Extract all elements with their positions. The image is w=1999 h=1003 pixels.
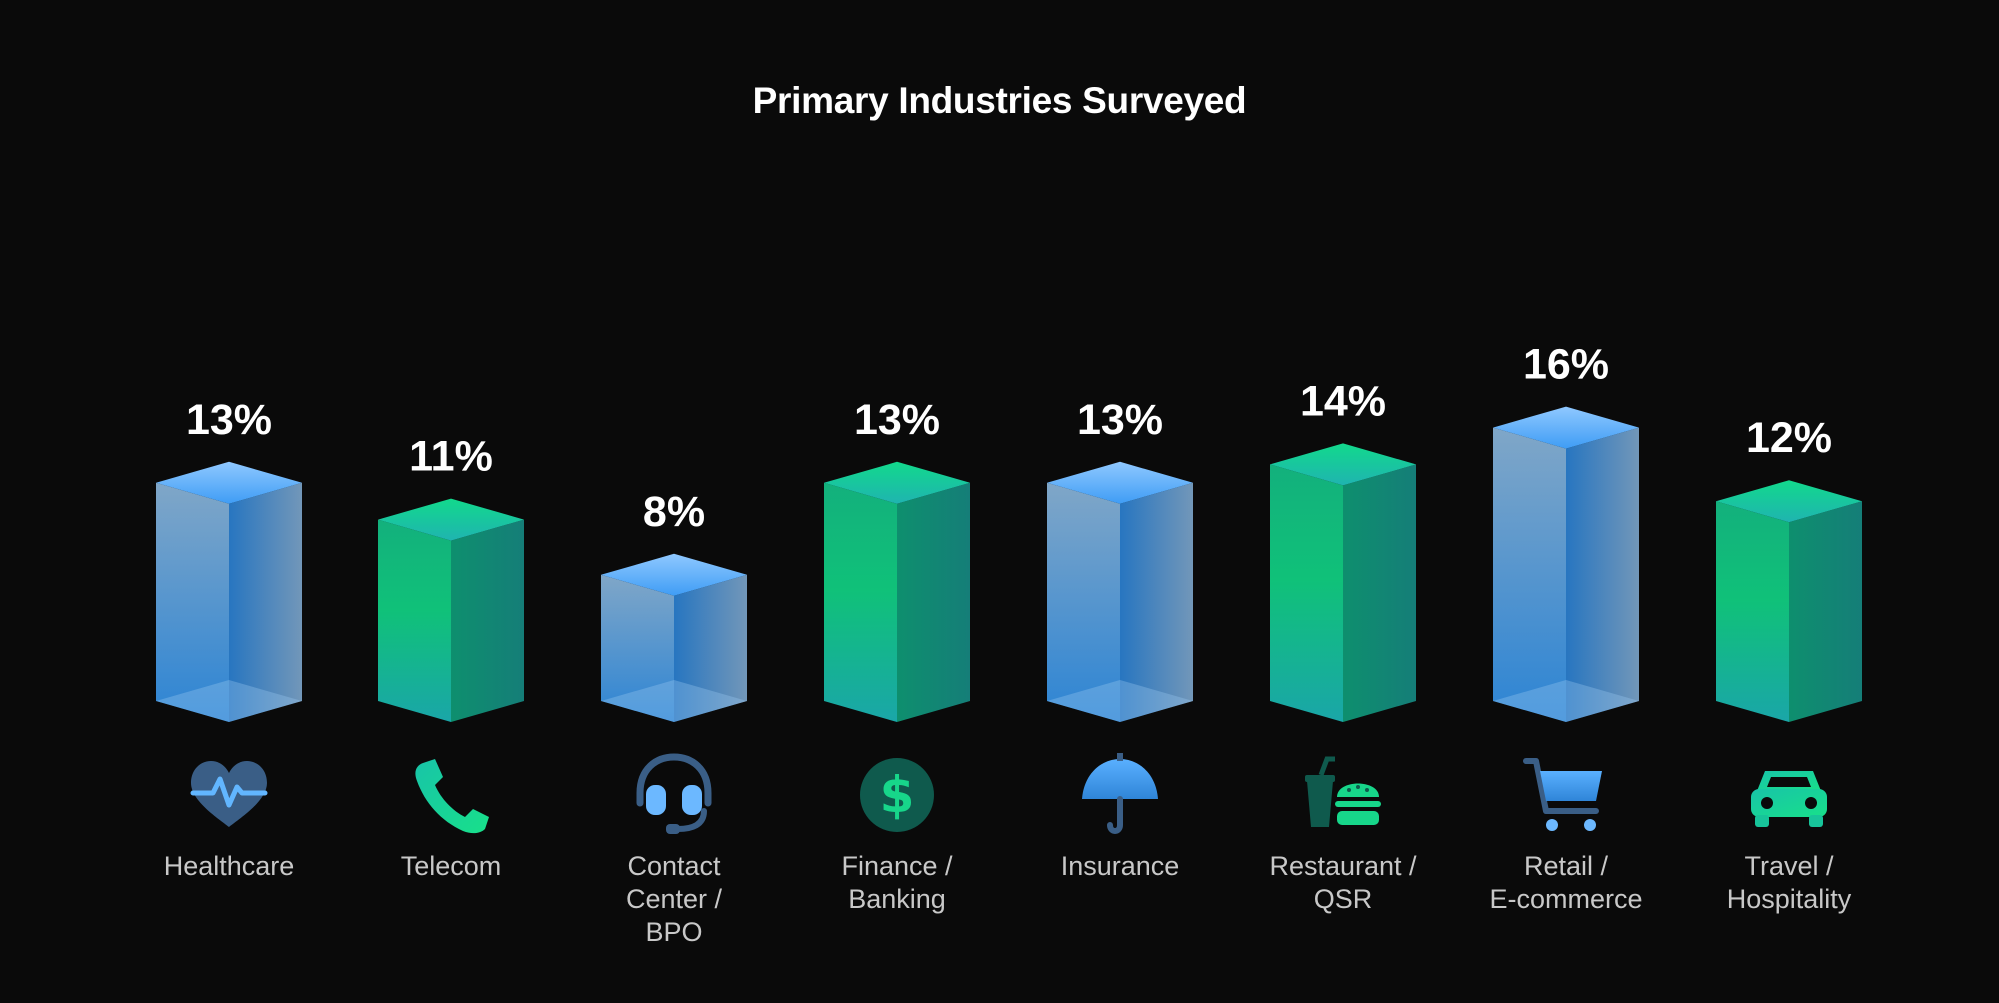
bar-front-face	[824, 482, 897, 722]
category-label: Contact Center / BPO	[625, 851, 723, 947]
bar-front-face	[156, 482, 229, 722]
bar-side-face	[1789, 501, 1862, 722]
bar-top-face	[1493, 406, 1639, 449]
umbrella-icon	[1082, 753, 1158, 834]
bar-front-face	[1493, 427, 1566, 722]
bar-side-face	[674, 574, 747, 722]
bar-8: 12%	[1716, 414, 1862, 722]
category-label: Healthcare	[163, 851, 295, 881]
category-label: Telecom	[400, 851, 502, 881]
bar-top-face	[378, 498, 524, 541]
bar-side-face	[1566, 427, 1639, 722]
headset-icon	[636, 753, 712, 834]
bar-4: 13%	[824, 396, 970, 722]
bar-side-face	[229, 482, 302, 722]
bar-bottom-face	[1493, 680, 1639, 722]
bar-top-face	[1270, 443, 1416, 486]
value-label: 13%	[854, 396, 940, 444]
category-label: Retail / E-commerce	[1489, 851, 1643, 914]
car-icon	[1751, 771, 1827, 827]
category-label: Insurance	[1060, 851, 1180, 881]
page-title: Primary Industries Surveyed	[752, 80, 1247, 121]
phone-icon	[415, 759, 489, 834]
category-label: Finance / Banking	[841, 851, 953, 914]
category-label: Restaurant / QSR	[1269, 851, 1417, 914]
value-label: 11%	[409, 433, 493, 481]
bar-side-face	[1343, 464, 1416, 722]
value-label: 8%	[643, 488, 705, 536]
bar-side-face	[897, 482, 970, 722]
bar-5: 13%	[1047, 396, 1193, 722]
bar-top-face	[1716, 480, 1862, 523]
dollar-icon: $	[860, 758, 934, 832]
bar-front-face	[1270, 464, 1343, 722]
bar-3: 8%	[601, 488, 747, 722]
bar-top-face	[824, 461, 970, 504]
value-label: 12%	[1746, 414, 1832, 462]
bar-1: 13%	[156, 396, 302, 722]
bar-top-face	[1047, 461, 1193, 504]
bar-bottom-face	[601, 680, 747, 722]
bar-2: 11%	[378, 433, 524, 722]
bar-side-face	[451, 519, 524, 722]
bar-front-face	[378, 519, 451, 722]
bar-7: 16%	[1493, 341, 1639, 722]
value-label: 14%	[1300, 377, 1386, 425]
bar-front-face	[601, 574, 674, 722]
heart-pulse-icon	[190, 761, 268, 827]
bar-bottom-face	[1047, 680, 1193, 722]
value-label: 13%	[186, 396, 272, 444]
bar-top-face	[601, 553, 747, 596]
svg-text:$: $	[880, 766, 915, 824]
bar-front-face	[1716, 501, 1789, 722]
drink-burger-icon	[1305, 756, 1381, 827]
bar-bottom-face	[156, 680, 302, 722]
cart-icon	[1523, 758, 1602, 831]
category-label: Travel / Hospitality	[1726, 851, 1852, 914]
bar-6: 14%	[1270, 377, 1416, 722]
value-label: 13%	[1077, 396, 1163, 444]
value-label: 16%	[1523, 341, 1609, 389]
bar-front-face	[1047, 482, 1120, 722]
bar-top-face	[156, 461, 302, 504]
bar-side-face	[1120, 482, 1193, 722]
